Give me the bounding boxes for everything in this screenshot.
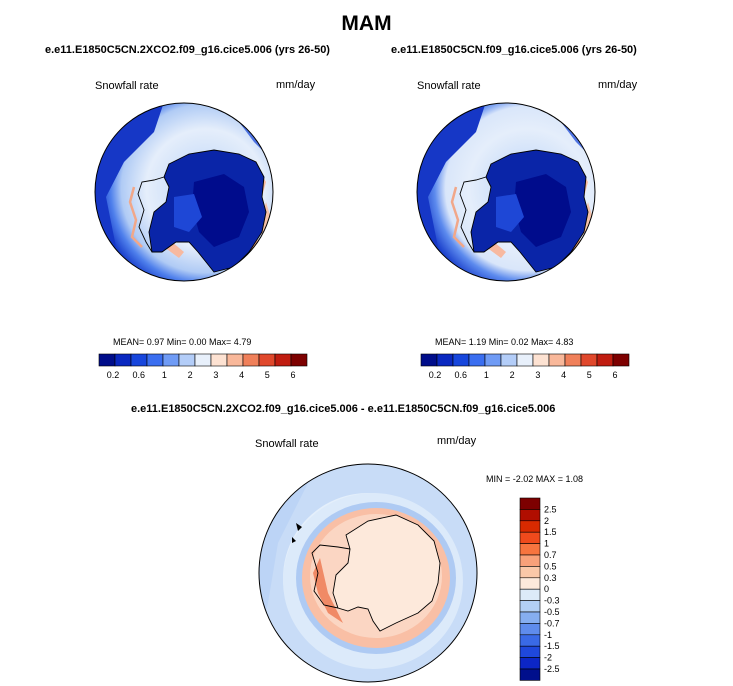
diff-colorbar-label: 1.5 (544, 527, 557, 537)
panel-1-map (94, 102, 274, 282)
diff-colorbar-label: 2 (544, 516, 549, 526)
diff-colorbar-box (519, 600, 541, 613)
panel-2-colorbar-box (564, 353, 582, 367)
panel-2-colorbar-label: 6 (612, 370, 617, 380)
panel-2-colorbar-box (548, 353, 566, 367)
diff-colorbar-label: -2 (544, 653, 552, 663)
diff-colorbar-box (519, 623, 541, 636)
diff-colorbar-label: -0.3 (544, 596, 560, 606)
panel-2-colorbar-label: 0.2 (429, 370, 442, 380)
diff-colorbar-label: 0 (544, 584, 549, 594)
panel-2-colorbar-box (436, 353, 454, 367)
panel-2-colorbar-box (596, 353, 614, 367)
panel-1-stats: MEAN= 0.97 Min= 0.00 Max= 4.79 (113, 337, 252, 347)
diff-colorbar-box (519, 497, 541, 510)
panel-1-colorbar-box (194, 353, 212, 367)
panel-1-colorbar-box (130, 353, 148, 367)
figure-title: MAM (341, 12, 392, 35)
diff-colorbar-box (519, 668, 541, 681)
panel-2-map (416, 102, 596, 282)
panel-1-colorbar-label: 5 (265, 370, 270, 380)
diff-colorbar-box (519, 520, 541, 533)
diff-stats: MIN = -2.02 MAX = 1.08 (486, 474, 584, 484)
panel-1-colorbar-box (242, 353, 260, 367)
panel-2-colorbar-label: 1 (484, 370, 489, 380)
diff-map (258, 463, 478, 683)
diff-colorbar-label: 1 (544, 539, 549, 549)
panel-2-colorbar-box (468, 353, 486, 367)
panel-1-colorbar-box (162, 353, 180, 367)
panel-2-colorbar-box (532, 353, 550, 367)
panel-1-colorbar-box (226, 353, 244, 367)
panel-2-colorbar-box (516, 353, 534, 367)
diff-colorbar-label: -1 (544, 630, 552, 640)
panel-2-colorbar-label: 4 (561, 370, 566, 380)
panel-2-colorbar-box (420, 353, 438, 367)
panel-1-colorbar-label: 4 (239, 370, 244, 380)
panel-2-colorbar-label: 2 (510, 370, 515, 380)
panel-2-title: e.e11.E1850C5CN.f09_g16.cice5.006 (yrs 2… (391, 44, 637, 56)
panel-1-variable: Snowfall rate (95, 80, 159, 92)
panel-2-colorbar-box (500, 353, 518, 367)
panel-2-colorbar-box (580, 353, 598, 367)
panel-1-colorbar-box (290, 353, 308, 367)
diff-colorbar-box (519, 634, 541, 647)
panel-1-colorbar-label: 2 (188, 370, 193, 380)
panel-1-colorbar-label: 3 (213, 370, 218, 380)
diff-colorbar-box (519, 566, 541, 579)
panel-1-colorbar-label: 6 (290, 370, 295, 380)
diff-colorbar-label: 0.5 (544, 561, 557, 571)
diff-title: e.e11.E1850C5CN.2XCO2.f09_g16.cice5.006 … (131, 403, 556, 415)
diff-colorbar-box (519, 531, 541, 544)
diff-colorbar-box (519, 543, 541, 556)
panel-1-colorbar-box (210, 353, 228, 367)
panel-1-colorbar-label: 1 (162, 370, 167, 380)
diff-colorbar-label: -0.5 (544, 607, 560, 617)
panel-2-colorbar-box (612, 353, 630, 367)
diff-colorbar-box (519, 611, 541, 624)
panel-2-units: mm/day (598, 79, 638, 91)
panel-1-colorbar-box (114, 353, 132, 367)
panel-1-colorbar-label: 0.6 (132, 370, 145, 380)
diff-colorbar-label: -0.7 (544, 618, 560, 628)
panel-2-colorbar-box (452, 353, 470, 367)
panel-1-units: mm/day (276, 79, 316, 91)
panel-2-colorbar-label: 0.6 (454, 370, 467, 380)
panel-2-colorbar-label: 5 (587, 370, 592, 380)
diff-colorbar-box (519, 645, 541, 658)
panel-1-colorbar-box (178, 353, 196, 367)
panel-2-colorbar: 0.2 0.6 1 2 3 4 5 6 (420, 353, 630, 380)
panel-2-variable: Snowfall rate (417, 80, 481, 92)
panel-1-colorbar-box (146, 353, 164, 367)
diff-colorbar-label: 0.3 (544, 573, 557, 583)
diff-colorbar-box (519, 657, 541, 670)
diff-colorbar-box (519, 554, 541, 567)
panel-1-colorbar-box (258, 353, 276, 367)
diff-colorbar: 2.5 21.5 10.70.5 0.30 -0.3-0.5-0.7 -1-1.5 -2-2… (519, 497, 560, 681)
diff-colorbar-box (519, 509, 541, 522)
panel-1-colorbar-box (274, 353, 292, 367)
diff-colorbar-label: 0.7 (544, 550, 557, 560)
diff-colorbar-box (519, 588, 541, 601)
panel-2-stats: MEAN= 1.19 Min= 0.02 Max= 4.83 (435, 337, 574, 347)
diff-colorbar-label: -1.5 (544, 641, 560, 651)
panel-2-colorbar-label: 3 (535, 370, 540, 380)
diff-colorbar-label: 2.5 (544, 504, 557, 514)
panel-1-title: e.e11.E1850C5CN.2XCO2.f09_g16.cice5.006 … (45, 44, 330, 56)
diff-colorbar-box (519, 577, 541, 590)
diff-variable: Snowfall rate (255, 438, 319, 450)
diff-units: mm/day (437, 435, 477, 447)
panel-1-colorbar-label: 0.2 (107, 370, 120, 380)
diff-colorbar-label: -2.5 (544, 664, 560, 674)
panel-2-colorbar-box (484, 353, 502, 367)
panel-1-colorbar: 0.2 0.6 1 2 3 4 5 6 (98, 353, 308, 380)
panel-1-colorbar-box (98, 353, 116, 367)
